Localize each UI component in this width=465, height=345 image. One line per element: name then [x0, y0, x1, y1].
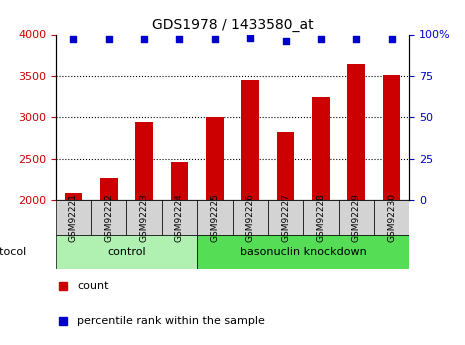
FancyBboxPatch shape [56, 200, 91, 235]
Point [105, 37, 113, 42]
Bar [171, 162, 188, 200]
FancyBboxPatch shape [303, 200, 339, 235]
Text: GSM92230: GSM92230 [387, 193, 396, 242]
Text: GSM92223: GSM92223 [140, 193, 149, 242]
Text: GSM92221: GSM92221 [69, 193, 78, 242]
Text: GSM92226: GSM92226 [246, 193, 255, 242]
Bar [241, 80, 259, 200]
FancyBboxPatch shape [197, 200, 232, 235]
Title: GDS1978 / 1433580_at: GDS1978 / 1433580_at [152, 18, 313, 32]
FancyBboxPatch shape [268, 200, 303, 235]
Text: GSM92222: GSM92222 [104, 193, 113, 242]
Text: control: control [107, 247, 146, 257]
FancyBboxPatch shape [162, 200, 197, 235]
Bar [347, 64, 365, 200]
Bar [100, 178, 118, 200]
Bar [383, 75, 400, 200]
Point [317, 37, 325, 42]
Bar [206, 117, 224, 200]
Bar [65, 194, 82, 200]
Text: percentile rank within the sample: percentile rank within the sample [77, 316, 265, 326]
Text: count: count [77, 282, 108, 291]
Bar [277, 132, 294, 200]
Text: GSM92227: GSM92227 [281, 193, 290, 242]
Bar [312, 97, 330, 200]
Point [176, 37, 183, 42]
Point [70, 37, 77, 42]
Point [282, 38, 289, 44]
FancyBboxPatch shape [91, 200, 126, 235]
FancyBboxPatch shape [197, 235, 409, 269]
Point [246, 35, 254, 41]
Text: GSM92229: GSM92229 [352, 193, 361, 242]
Point [352, 37, 360, 42]
FancyBboxPatch shape [339, 200, 374, 235]
FancyBboxPatch shape [232, 200, 268, 235]
FancyBboxPatch shape [126, 200, 162, 235]
Text: basonuclin knockdown: basonuclin knockdown [240, 247, 366, 257]
Point [388, 37, 395, 42]
FancyBboxPatch shape [56, 235, 197, 269]
Text: GSM92228: GSM92228 [316, 193, 326, 242]
Point [140, 37, 148, 42]
Text: protocol: protocol [0, 247, 26, 257]
Text: GSM92225: GSM92225 [210, 193, 219, 242]
FancyBboxPatch shape [374, 200, 409, 235]
Bar [135, 122, 153, 200]
Text: GSM92224: GSM92224 [175, 193, 184, 242]
Point [211, 37, 219, 42]
